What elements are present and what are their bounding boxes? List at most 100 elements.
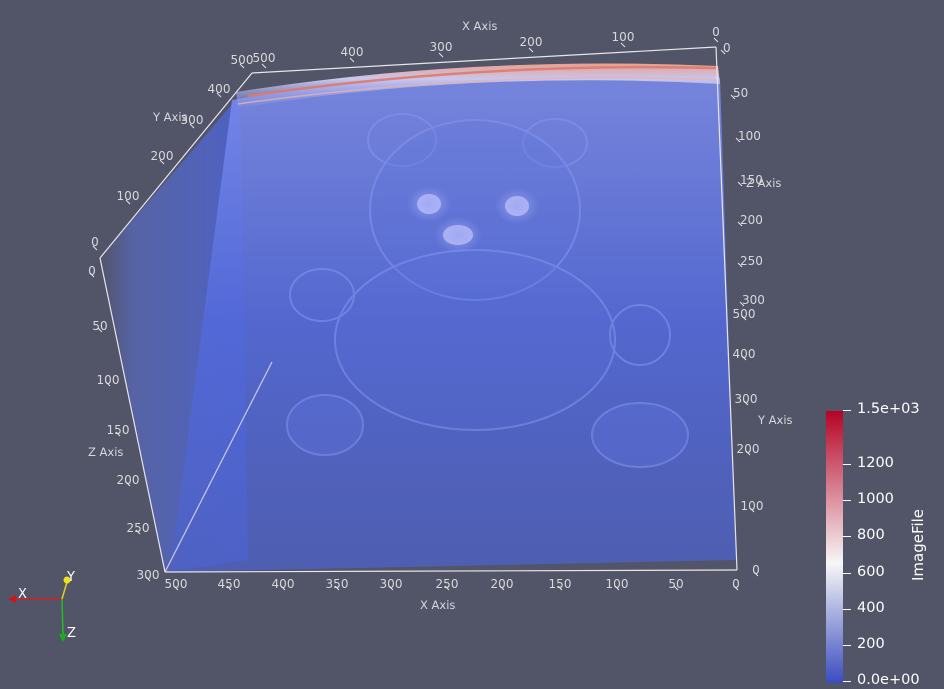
tick-mark: [89, 272, 95, 278]
tick-mark: [189, 123, 195, 129]
right-y-axis-title: Y Axis: [757, 413, 793, 427]
tick-mark: [239, 63, 245, 69]
colorbar-label: 600: [857, 564, 885, 580]
tick-mark: [749, 507, 755, 513]
tick-mark: [614, 585, 620, 591]
bottom-x-axis-title: X Axis: [420, 598, 455, 612]
colorbar-label: 1.5e+03: [857, 401, 920, 417]
colorbar-tick: [843, 500, 851, 501]
colorbar-tick: [843, 410, 851, 411]
teddy-bear: [286, 113, 689, 468]
tick-mark: [753, 571, 759, 577]
tick-label: 200: [520, 35, 543, 49]
colorbar-tick: [843, 681, 851, 682]
tick-mark: [125, 481, 131, 487]
tick-label: 300: [742, 293, 765, 307]
top-x-axis-title: X Axis: [462, 19, 497, 33]
colorbar-label: 1000: [857, 491, 894, 507]
tick-label: 300: [735, 392, 758, 406]
tick-mark: [261, 63, 267, 69]
tick-label: 400: [341, 45, 364, 59]
tick-label: 150: [107, 423, 130, 437]
colorbar-label: 0.0e+00: [857, 672, 920, 688]
tick-mark: [743, 400, 749, 406]
tick-label: 500: [231, 53, 254, 67]
tick-mark: [105, 381, 111, 387]
tick-label: 350: [326, 577, 349, 591]
tick-label: 500: [733, 307, 756, 321]
tick-label: 100: [117, 189, 140, 203]
left-z-axis-title: Z Axis: [88, 445, 123, 459]
colorbar-tick: [843, 464, 851, 465]
tick-mark: [499, 585, 505, 591]
tick-mark: [720, 49, 726, 55]
tick-mark: [280, 585, 286, 591]
tick-label: 250: [127, 521, 150, 535]
tick-mark: [349, 57, 355, 63]
tick-mark: [92, 245, 98, 251]
tick-label: 400: [733, 347, 756, 361]
orientation-axes-widget: X Y Z: [8, 570, 76, 642]
tick-label: 300: [380, 577, 403, 591]
colorbar-tick: [843, 645, 851, 646]
tick-label: 450: [218, 577, 241, 591]
tick-mark: [125, 199, 131, 205]
tick-mark: [741, 355, 747, 361]
bottom-x-axis-ticks: 500 450 400 350 300 250 200 150 100 50 0: [165, 577, 740, 591]
colorbar-title: ImageFile: [909, 508, 927, 582]
cube-axes-lines: [99, 46, 738, 573]
tick-mark: [620, 42, 626, 48]
tick-mark: [673, 585, 679, 591]
tick-mark: [737, 181, 743, 187]
right-z-axis-ticks: 0 50 100 150 200 250 300: [720, 41, 765, 307]
tick-label: 0: [723, 41, 731, 55]
tick-label: 300: [137, 568, 160, 582]
tick-label: 300: [430, 40, 453, 54]
tick-label: 100: [606, 577, 629, 591]
tick-mark: [713, 37, 719, 43]
tick-mark: [737, 221, 743, 227]
tick-mark: [173, 585, 179, 591]
volume-top-band: [236, 63, 720, 108]
tick-label: 100: [738, 129, 761, 143]
tick-label: 200: [151, 149, 174, 163]
tick-mark: [557, 585, 563, 591]
tick-mark: [226, 585, 232, 591]
tick-label: 250: [740, 254, 763, 268]
tick-mark: [745, 450, 751, 456]
left-y-axis-ticks: 500 400 300 200 100 0: [91, 53, 254, 251]
tick-label: 400: [272, 577, 295, 591]
tick-label: 400: [208, 82, 231, 96]
tick-mark: [735, 137, 741, 143]
orientation-x-label: X: [18, 587, 27, 602]
colorbar-tick: [843, 609, 851, 610]
orientation-y-label: Y: [66, 570, 75, 585]
tick-mark: [159, 159, 165, 165]
x-arrow-icon: [8, 595, 16, 603]
y-arrow-icon: [63, 576, 71, 584]
tick-mark: [438, 52, 444, 58]
tick-label: 100: [612, 30, 635, 44]
tick-mark: [739, 301, 745, 307]
colorbar-label: 200: [857, 636, 885, 652]
right-y-axis-ticks: 500 400 300 200 100 0: [733, 307, 764, 577]
tick-label: 150: [549, 577, 572, 591]
tick-mark: [334, 585, 340, 591]
colorbar-label: 1200: [857, 455, 894, 471]
left-z-axis-ticks: 0 50 100 150 200 250 300: [88, 264, 159, 582]
volume-rendering: [100, 63, 736, 572]
tick-label: 200: [737, 442, 760, 456]
tick-label: 0: [712, 25, 720, 39]
tick-mark: [115, 431, 121, 437]
colorbar-gradient: [826, 411, 843, 683]
tick-label: 100: [741, 499, 764, 513]
colorbar-label: 400: [857, 600, 885, 616]
tick-label: 150: [740, 173, 763, 187]
top-x-axis-ticks: 500 400 300 200 100 0: [253, 25, 720, 69]
tick-label: 500: [165, 577, 188, 591]
tick-mark: [444, 585, 450, 591]
tick-label: 200: [740, 213, 763, 227]
left-y-axis-title: Y Axis: [152, 110, 188, 124]
tick-mark: [216, 92, 222, 98]
